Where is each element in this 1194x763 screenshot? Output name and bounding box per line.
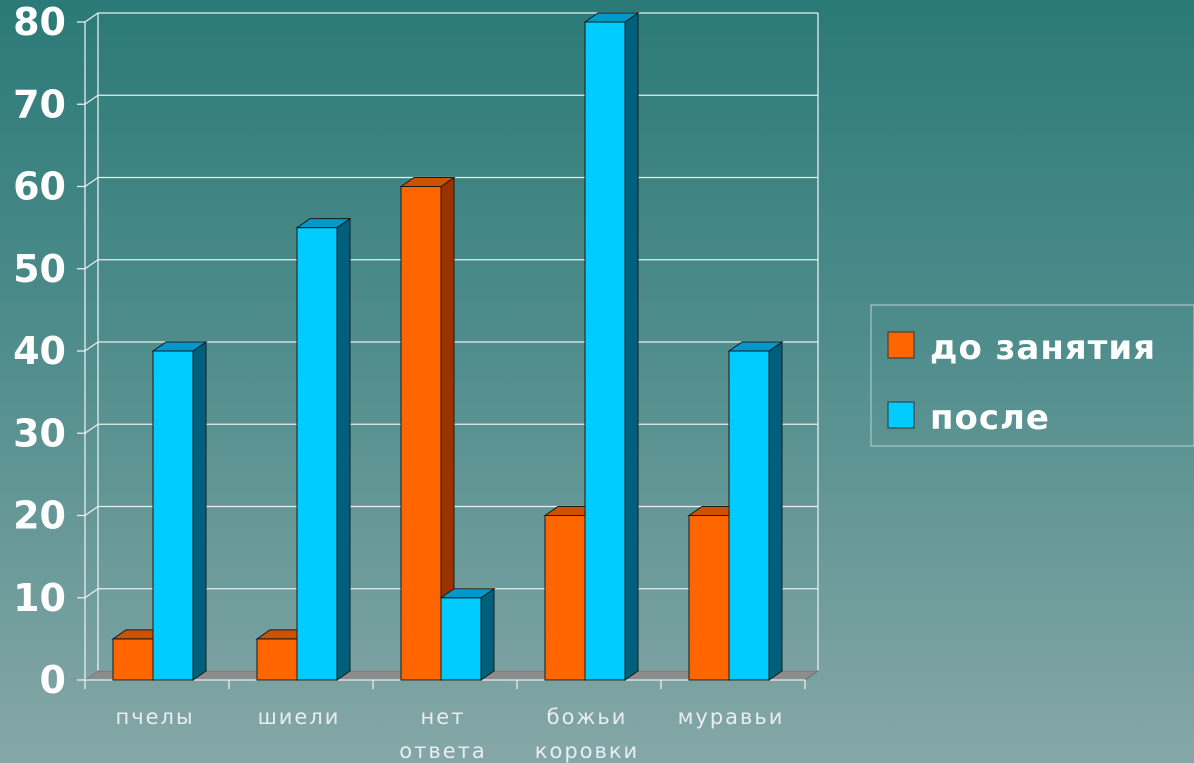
bar-top	[399, 177, 456, 187]
x-tick-label: ответа	[399, 739, 486, 763]
bar-front	[400, 186, 442, 681]
y-axis-ticks: 0 10 20 30 40 50 60 70 80	[13, 0, 85, 702]
y-tick-label: 10	[13, 576, 66, 620]
bar-side	[192, 341, 207, 681]
bar-1-1	[295, 217, 352, 681]
bar-side	[768, 341, 783, 681]
bar-front	[728, 350, 770, 681]
bar-front	[112, 638, 154, 681]
legend-swatch-1	[887, 401, 915, 429]
y-tick-label: 60	[13, 165, 66, 209]
chart-bars	[111, 12, 784, 681]
bar-front	[296, 227, 338, 681]
bar-1-4	[727, 341, 784, 681]
bar-top	[151, 341, 208, 352]
x-tick-label: муравьи	[678, 705, 785, 729]
gridline-depth	[84, 12, 99, 23]
bar-front	[152, 350, 194, 681]
bar-side	[624, 12, 639, 681]
bar-1-2	[439, 587, 496, 681]
gridline-depth	[84, 423, 99, 434]
bar-1-0	[151, 341, 208, 681]
legend-label-0: до занятия	[930, 328, 1156, 368]
x-axis-ticks: пчелы шиели нет ответа божьи коровки муравьи	[84, 680, 806, 763]
bar-front	[256, 638, 298, 681]
y-tick-label: 50	[13, 247, 66, 291]
x-tick-label: коровки	[535, 739, 639, 763]
x-tick-label: пчелы	[115, 705, 194, 729]
bar-top	[439, 588, 496, 599]
legend-swatch-0	[887, 331, 915, 359]
legend-label-1: после	[930, 398, 1050, 438]
gridline-depth	[84, 259, 99, 270]
bar-top	[727, 341, 784, 352]
legend-box	[870, 304, 1194, 447]
y-tick-label: 70	[13, 82, 66, 126]
y-tick-label: 30	[13, 411, 66, 455]
x-tick-label: шиели	[258, 705, 341, 729]
y-tick-label: 0	[40, 658, 66, 702]
y-tick-label: 40	[13, 329, 66, 373]
gridline-depth	[84, 176, 99, 188]
gridline-depth	[84, 341, 99, 352]
bar-0-2	[399, 176, 456, 681]
bar-front	[440, 597, 482, 681]
bar-side	[480, 587, 495, 681]
bar-1-3	[583, 12, 640, 681]
bar-front	[688, 515, 730, 681]
y-tick-label: 80	[13, 0, 66, 44]
bar-top	[295, 218, 352, 229]
gridline-depth	[84, 588, 99, 599]
y-tick-label: 20	[13, 494, 66, 538]
chart-grid	[84, 12, 819, 681]
bar-front	[544, 515, 586, 681]
gridline-depth	[84, 505, 99, 517]
bar-side	[336, 217, 351, 681]
bar-top	[583, 12, 640, 23]
x-tick-label: божьи	[547, 705, 628, 729]
x-tick-label: нет	[421, 705, 466, 729]
legend: до занятия после	[870, 304, 1194, 447]
bar-front	[584, 21, 626, 681]
gridline-depth	[84, 94, 99, 105]
